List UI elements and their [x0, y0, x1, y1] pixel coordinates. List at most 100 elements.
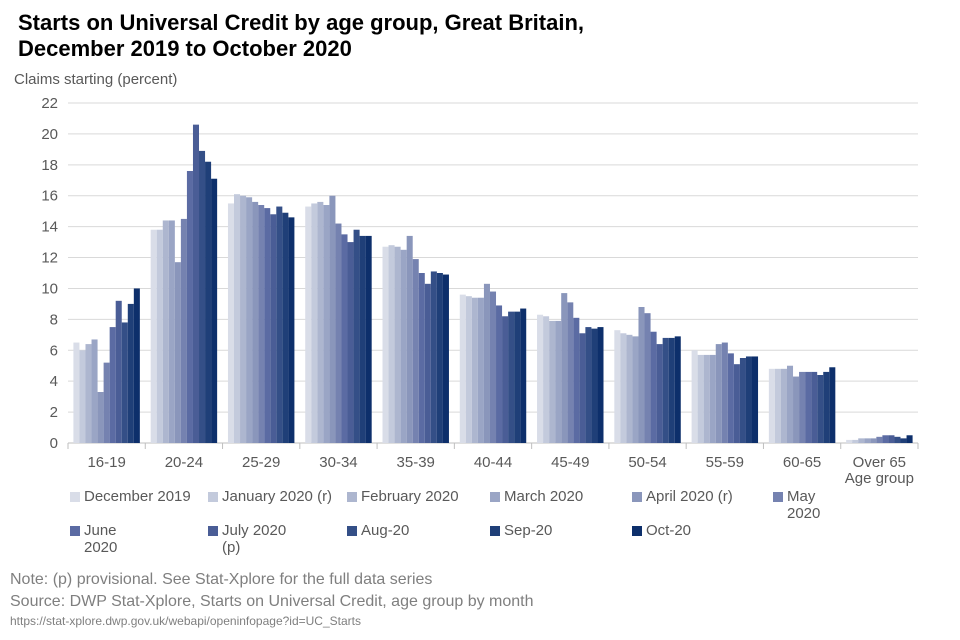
bar: [614, 330, 621, 443]
bar: [727, 353, 734, 443]
y-tick-label: 18: [41, 157, 58, 174]
bar: [442, 274, 449, 443]
legend-item: Aug-20: [347, 522, 504, 539]
bar: [768, 368, 775, 443]
url: https://stat-xplore.dwp.gov.uk/webapi/op…: [10, 614, 361, 628]
bar: [477, 297, 484, 443]
bar: [876, 436, 883, 443]
bar: [270, 214, 277, 443]
bar: [793, 376, 800, 443]
bar: [133, 288, 140, 443]
bar: [459, 294, 466, 443]
legend-label: February 2020: [361, 488, 459, 505]
legend-swatch: [347, 492, 357, 502]
bar: [650, 331, 657, 443]
legend-label: January 2020 (r): [222, 488, 333, 505]
bar: [109, 327, 116, 443]
bar: [97, 392, 104, 443]
bar: [288, 217, 295, 443]
legend-swatch: [632, 492, 642, 502]
legend-swatch: [773, 492, 783, 502]
bar: [567, 302, 574, 443]
bar: [644, 313, 651, 443]
bar: [394, 246, 401, 443]
x-tick-label: 20-24: [165, 454, 203, 471]
x-tick-label: 25-29: [242, 454, 280, 471]
bar: [691, 350, 698, 443]
bar: [264, 208, 271, 443]
legend-swatch: [347, 526, 357, 536]
bar: [430, 271, 437, 443]
bar: [103, 362, 110, 443]
bar: [514, 311, 521, 443]
bar: [829, 367, 836, 443]
bar: [573, 317, 580, 443]
x-tick-label: 35-39: [397, 454, 435, 471]
bar: [400, 249, 407, 443]
bar: [626, 334, 633, 443]
bar: [508, 311, 515, 443]
legend-label: June 2020: [84, 522, 118, 556]
bar: [162, 220, 169, 443]
bar: [323, 205, 330, 443]
source: Source: DWP Stat-Xplore, Starts on Unive…: [10, 593, 534, 610]
bar: [852, 439, 859, 443]
x-tick-label: 30-34: [319, 454, 357, 471]
bar: [150, 229, 157, 443]
bar: [632, 336, 639, 443]
bar: [305, 206, 312, 443]
bar: [805, 371, 812, 443]
bar: [85, 344, 92, 443]
bar: [233, 194, 241, 443]
legend-label: Oct-20: [646, 522, 692, 539]
bar: [382, 246, 389, 443]
x-tick-label: 16-19: [87, 454, 125, 471]
y-tick-label: 16: [41, 188, 58, 205]
bar: [424, 283, 431, 443]
bar: [900, 438, 907, 443]
legend-item: May 2020: [773, 488, 843, 522]
bar: [703, 354, 710, 443]
bar: [882, 435, 889, 443]
y-tick-label: 0: [50, 435, 58, 452]
bar: [537, 314, 544, 443]
legend-item: June 2020: [70, 522, 140, 556]
bar: [412, 259, 419, 443]
bar: [436, 273, 443, 443]
bar: [549, 320, 556, 443]
bar: [579, 333, 586, 443]
bar: [282, 212, 289, 443]
y-tick-label: 10: [41, 280, 58, 297]
bar: [359, 235, 366, 443]
bar: [799, 371, 806, 443]
legend-item: January 2020 (r): [208, 488, 361, 505]
y-tick-label: 22: [41, 95, 58, 112]
bar: [353, 229, 360, 443]
bar: [894, 436, 901, 443]
bar: [156, 229, 163, 443]
bar: [246, 197, 253, 443]
bar: [240, 195, 247, 443]
bar: [465, 296, 472, 443]
y-tick-label: 2: [50, 404, 58, 421]
bar: [668, 337, 675, 443]
legend-swatch: [208, 526, 218, 536]
bar: [780, 368, 787, 443]
bar: [656, 344, 663, 443]
bar: [121, 322, 128, 443]
bar: [205, 161, 212, 443]
bar: [471, 297, 478, 443]
bar: [864, 438, 871, 443]
bar: [870, 438, 877, 443]
bar: [192, 124, 200, 444]
bar: [91, 339, 98, 443]
x-tick-label: 60-65: [783, 454, 821, 471]
bar: [597, 327, 604, 443]
bar: [483, 283, 490, 443]
bar: [115, 300, 122, 443]
legend-label: Sep-20: [504, 522, 553, 539]
bar: [211, 178, 218, 443]
bar: [174, 262, 181, 443]
bar: [79, 350, 86, 443]
